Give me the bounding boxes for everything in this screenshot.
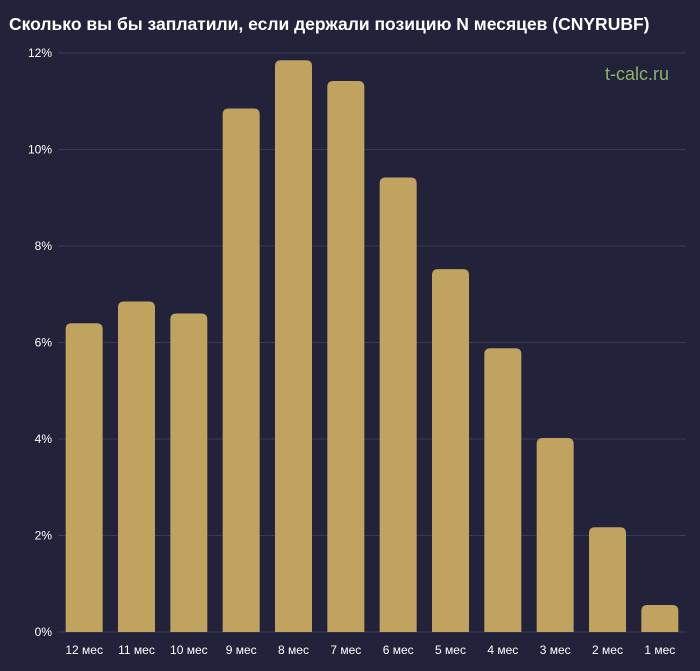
x-tick-label: 2 мес: [592, 643, 623, 657]
x-tick-label: 7 мес: [330, 643, 361, 657]
chart-title: Сколько вы бы заплатили, если держали по…: [9, 14, 650, 34]
x-tick-label: 1 мес: [644, 643, 675, 657]
bar: [379, 177, 417, 633]
x-tick-label: 11 мес: [118, 643, 155, 657]
grid-lines: [58, 52, 686, 633]
y-tick-label: 12%: [28, 46, 52, 60]
bar: [65, 323, 103, 632]
watermark-text: t-calc.ru: [605, 64, 669, 84]
bar: [170, 313, 208, 632]
x-tick-label: 10 мес: [170, 643, 208, 657]
x-tick-label: 9 мес: [226, 643, 257, 657]
x-axis-labels: 12 мес 11 мес 10 мес 9 мес 8 мес 7 мес 6 мес 5 …: [65, 643, 675, 657]
y-tick-label: 6%: [35, 336, 53, 350]
y-tick-label: 0%: [35, 625, 53, 639]
y-tick-label: 4%: [35, 432, 53, 446]
bar: [118, 301, 155, 632]
bar: [222, 108, 260, 633]
bar: [589, 527, 626, 632]
bar: [432, 269, 469, 632]
bars: [65, 60, 679, 633]
y-axis-labels: 0% 2% 4% 6% 8% 10% 12%: [28, 46, 52, 639]
bar: [536, 438, 574, 632]
y-tick-label: 8%: [35, 239, 53, 253]
bar: [641, 604, 679, 632]
y-tick-label: 10%: [28, 143, 52, 157]
y-tick-label: 2%: [35, 529, 53, 543]
x-tick-label: 4 мес: [487, 643, 518, 657]
bar: [275, 60, 312, 633]
bar: [327, 80, 365, 633]
x-tick-label: 12 мес: [65, 643, 103, 657]
x-tick-label: 8 мес: [278, 643, 309, 657]
bar: [484, 348, 522, 632]
x-tick-label: 5 мес: [435, 643, 466, 657]
x-tick-label: 6 мес: [383, 643, 414, 657]
x-tick-label: 3 мес: [540, 643, 571, 657]
